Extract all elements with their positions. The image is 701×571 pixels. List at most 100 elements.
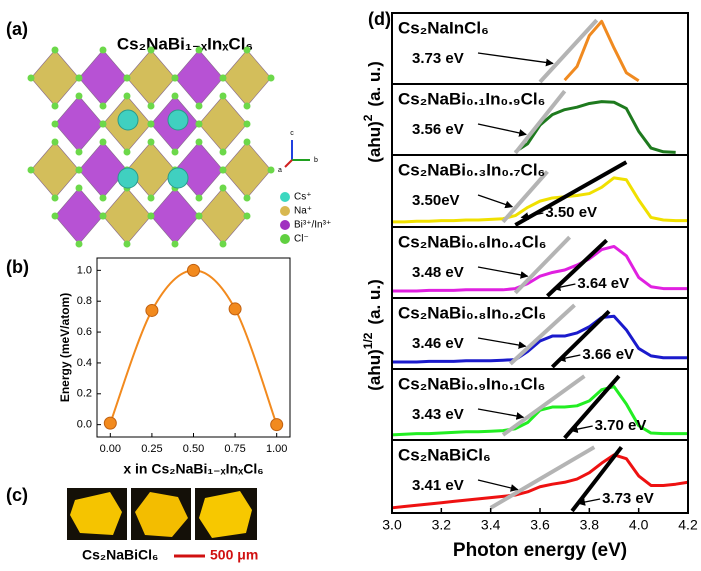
legend-swatch [280,234,290,244]
y-tick-label: 0.6 [77,326,92,338]
atom [172,75,179,82]
atom [148,103,155,110]
panel-title: Cs₂NaBi₀.₃In₀.₇Cl₆ [398,160,545,179]
x-tick-label: 3.2 [432,517,452,533]
legend-label: Na⁺ [294,206,312,217]
atom [148,47,155,54]
atom [118,110,138,130]
page: (a) Cs₂NaBi₁₋ₓInₓCl₆ cba (b) (c) Cs₂NaBi… [0,0,701,571]
legend-label: Cl⁻ [294,234,309,245]
panel-title: Cs₂NaBi₀.₈In₀.₂Cl₆ [398,303,546,322]
atom [28,167,35,174]
atom [124,75,131,82]
caption: Cs₂NaBiCl₆ [82,547,158,563]
y-tick-label: 0.4 [77,357,92,369]
x-tick-label: 0.75 [224,443,245,455]
x-tick-label: 3.8 [580,517,600,533]
x-tick-label: 3.0 [382,517,402,533]
atom [52,47,59,54]
octahedron [223,50,271,106]
y-axis-label: (ahu)1/2(a. u.) [361,279,384,391]
axis-icon-label: c [290,130,294,137]
annotation-arrow [478,53,553,63]
spectrum-line [515,102,675,153]
axis-icon-label: a [278,167,282,174]
data-point [188,264,200,276]
legend-label: Bi³⁺/In³⁺ [294,220,331,231]
gap-annotation: 3.56 eV [412,121,464,138]
y-tick-label: 0.8 [77,295,92,307]
octahedron [223,142,271,198]
panel-label: (b) [6,257,29,277]
atom [196,139,203,146]
legend-swatch [280,220,290,230]
y-axis-label-sup: 2 [361,114,375,121]
panel-title: Cs₂NaBi₀.₉In₀.₁Cl₆ [398,374,545,393]
tangent-line [540,20,597,82]
scale-label: 500 μm [210,547,258,563]
atom [76,185,83,192]
gap-annotation: 3.46 eV [412,335,464,352]
atom [76,75,83,82]
atom [220,185,227,192]
atom [124,241,131,248]
atom [172,93,179,100]
gap-annotation: 3.66 eV [582,346,634,363]
atom [76,149,83,156]
atom [244,195,251,202]
octahedron [151,188,199,244]
atom [244,213,251,220]
x-tick-label: 1.00 [266,443,287,455]
gap-annotation: 3.73 eV [412,50,464,67]
atom [76,167,83,174]
octahedron [127,50,175,106]
atom [220,167,227,174]
atom [52,139,59,146]
atom [172,241,179,248]
atom [196,47,203,54]
atom [244,139,251,146]
atom [52,195,59,202]
octahedron [175,50,223,106]
panel-title: Cs₂NaInCl₆ [398,18,489,37]
y-axis-label: (ahu)2 (a. u.) [361,61,384,163]
gap-annotation: 3.50 eV [545,204,597,221]
gap-annotation: 3.41 eV [412,477,464,494]
octahedron [103,188,151,244]
panel-label: (a) [6,19,28,39]
spectrum-line [565,21,639,80]
octahedron [31,50,79,106]
annotation-arrow [478,409,523,417]
y-axis-label-sup: 1/2 [361,332,375,349]
atom [168,168,188,188]
atom [220,75,227,82]
y-axis-label-unit: (a. u.) [365,61,384,106]
figure: (a) Cs₂NaBi₁₋ₓInₓCl₆ cba (b) (c) Cs₂NaBi… [0,0,701,571]
x-tick-label: 0.25 [141,443,162,455]
y-tick-label: 0.2 [77,388,92,400]
gap-annotation: 3.64 eV [577,275,629,292]
x-tick-label: 4.2 [678,517,698,533]
atom [100,103,107,110]
panel-title: Cs₂NaBi₀.₁In₀.₉Cl₆ [398,89,545,108]
atom [52,121,59,128]
octahedron [199,188,247,244]
octahedron [79,50,127,106]
atom [196,103,203,110]
y-axis-label-unit: (a. u.) [365,279,384,324]
gap-annotation: 3.70 eV [595,417,647,434]
atom [268,75,275,82]
data-point [146,304,158,316]
atom [52,213,59,220]
axis-icon [285,160,292,167]
atom [220,93,227,100]
atom [76,241,83,248]
x-tick-label: 3.6 [530,517,550,533]
y-axis-label-part: (ahu) [365,121,384,163]
atom [148,121,155,128]
atom [100,195,107,202]
atom [118,168,138,188]
panel-title: Cs₂NaBiCl₆ [398,445,491,464]
y-tick-label: 0.0 [77,419,92,431]
legend-swatch [280,206,290,216]
